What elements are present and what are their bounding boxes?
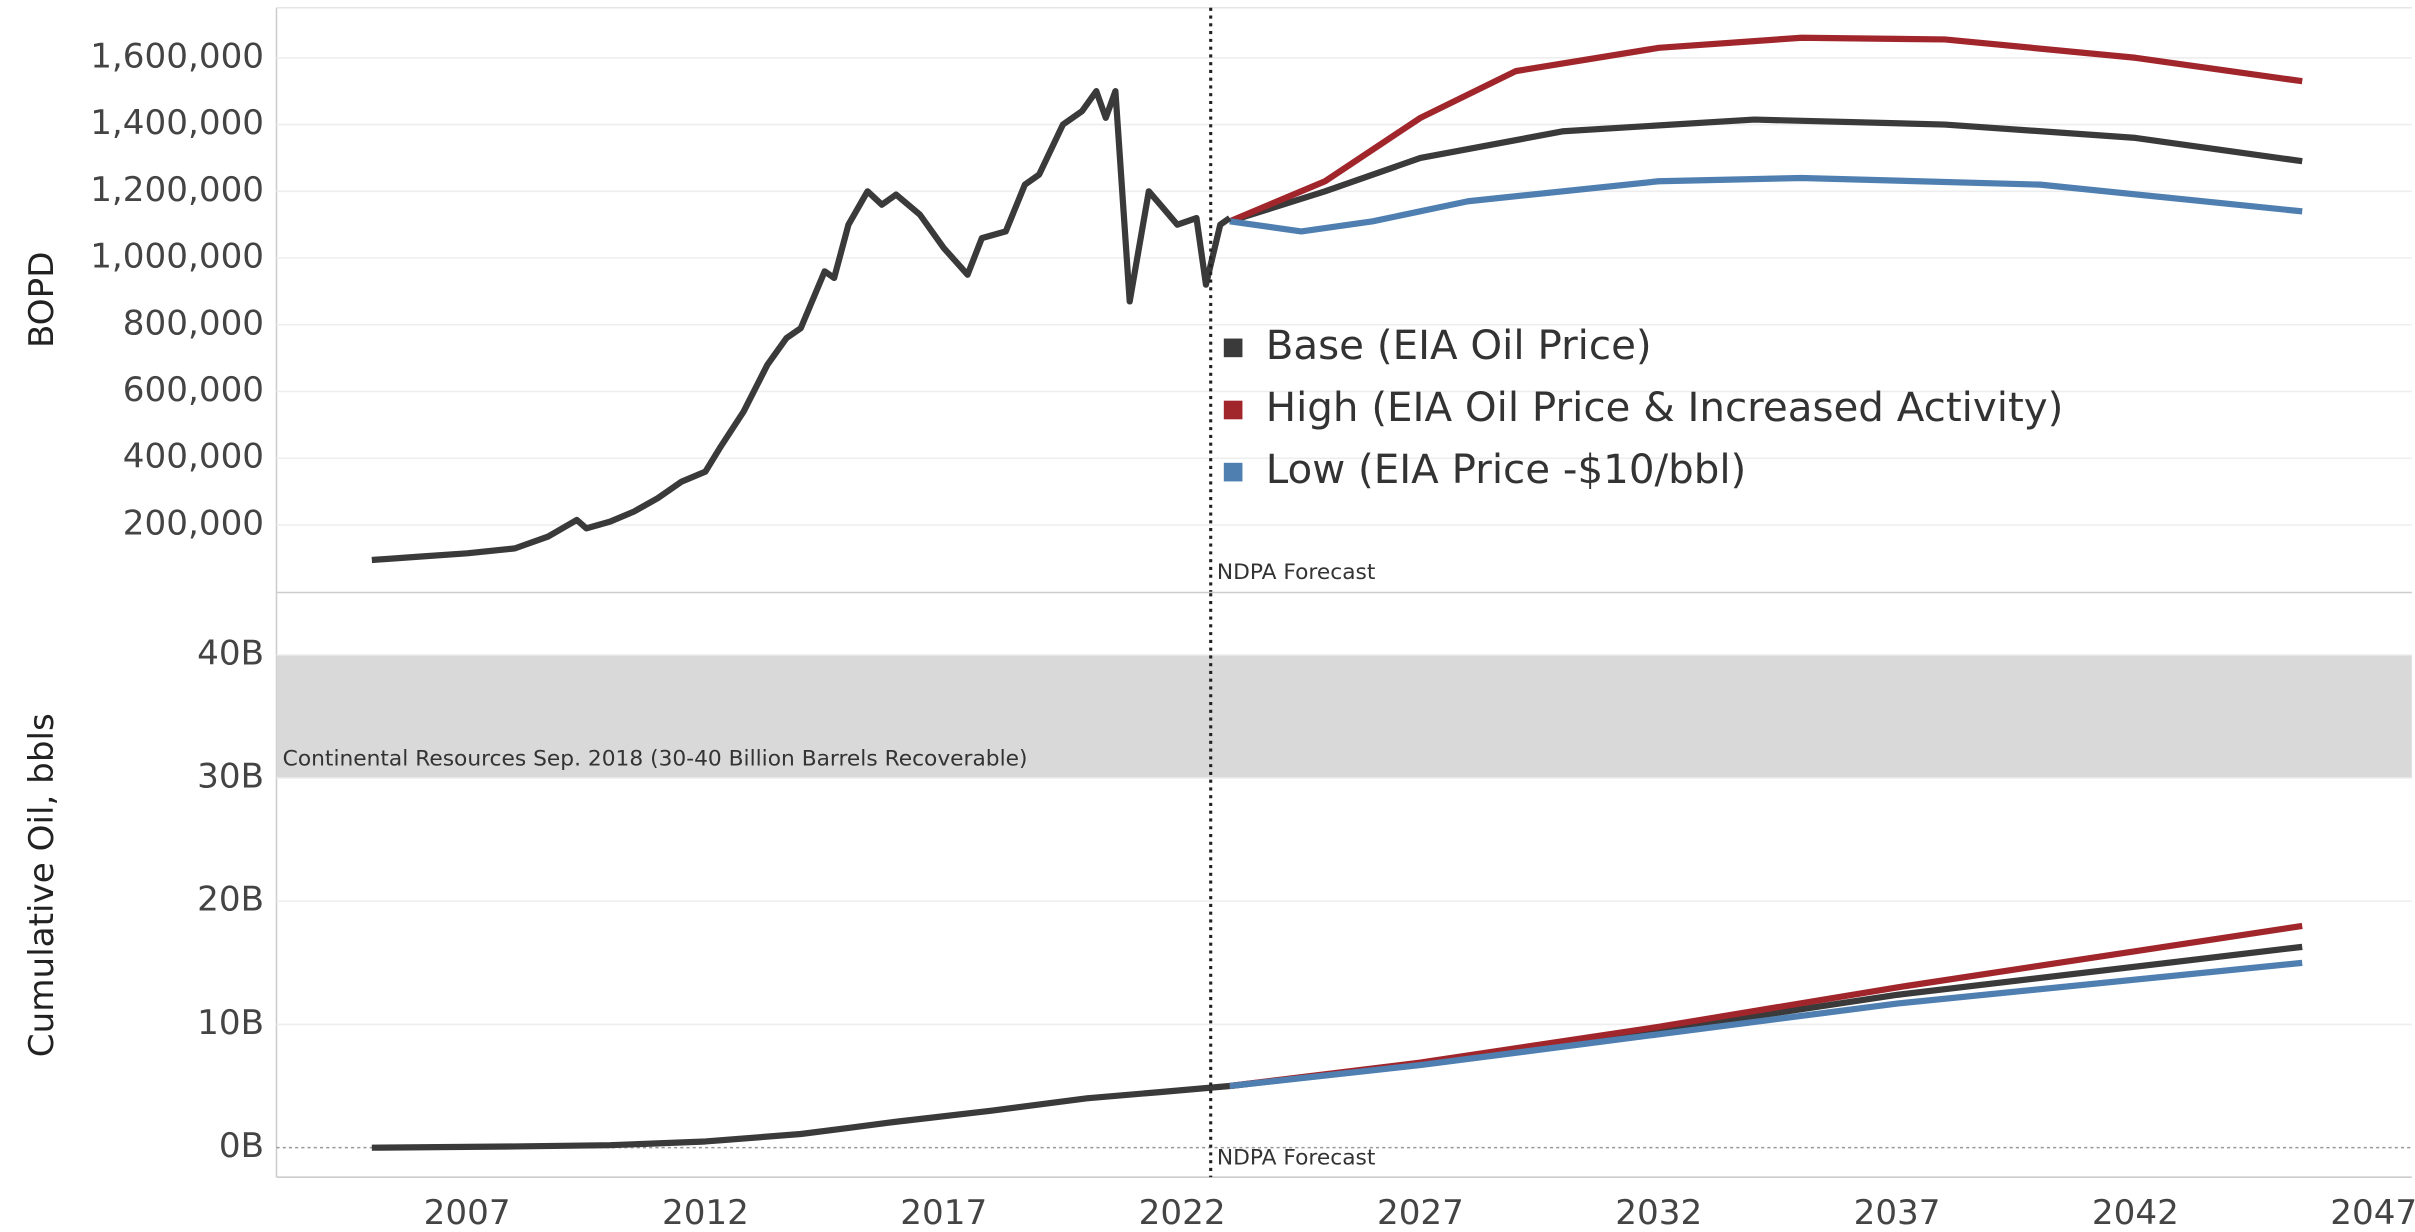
y-tick-label: 10B: [197, 1003, 264, 1043]
x-tick-label: 2037: [1854, 1193, 1941, 1232]
reference-band: [276, 654, 2412, 779]
x-tick-label: 2047: [2330, 1193, 2415, 1232]
x-tick-label: 2017: [900, 1193, 987, 1232]
line-series: [1229, 922, 2303, 1090]
legend-label: Low (EIA Price -$10/bbl): [1266, 446, 1747, 493]
y-tick-label: 20B: [197, 880, 264, 920]
x-tick-label: 2032: [1615, 1193, 1702, 1232]
y-tick-label: 1,000,000: [90, 237, 264, 277]
y-tick-label: 30B: [197, 757, 264, 797]
x-tick-label: 2007: [424, 1193, 511, 1232]
line-series: [1228, 34, 2303, 225]
x-tick-label: 2042: [2092, 1193, 2179, 1232]
line-series: [1228, 116, 2303, 225]
legend-label: High (EIA Oil Price & Increased Activity…: [1266, 384, 2064, 431]
band-label: Continental Resources Sep. 2018 (30-40 B…: [283, 746, 1028, 771]
line-series: [371, 88, 1232, 564]
forecast-label: NDPA Forecast: [1217, 560, 1375, 585]
x-tick-label: 2012: [662, 1193, 749, 1232]
x-tick-label: 2022: [1139, 1193, 1226, 1232]
y-tick-label: 0B: [219, 1126, 264, 1166]
legend-label: Base (EIA Oil Price): [1266, 322, 1652, 369]
legend-swatch: [1223, 400, 1243, 420]
line-series: [1229, 959, 2303, 1090]
y-tick-label: 40B: [197, 633, 264, 673]
legend-swatch: [1223, 462, 1243, 482]
line-series: [371, 1082, 1230, 1151]
forecast-label: NDPA Forecast: [1217, 1146, 1375, 1171]
line-series: [1229, 174, 2303, 235]
legend-swatch: [1223, 338, 1243, 358]
y-axis-title: BOPD: [22, 251, 62, 348]
y-tick-label: 400,000: [123, 437, 264, 477]
y-tick-label: 200,000: [123, 503, 264, 543]
y-axis-title: Cumulative Oil, bbls: [22, 713, 62, 1057]
y-tick-label: 1,200,000: [90, 170, 264, 210]
x-tick-label: 2027: [1377, 1193, 1464, 1232]
y-tick-label: 800,000: [123, 303, 264, 343]
y-tick-label: 1,600,000: [90, 36, 264, 76]
y-tick-label: 1,400,000: [90, 103, 264, 143]
y-tick-label: 600,000: [123, 370, 264, 410]
